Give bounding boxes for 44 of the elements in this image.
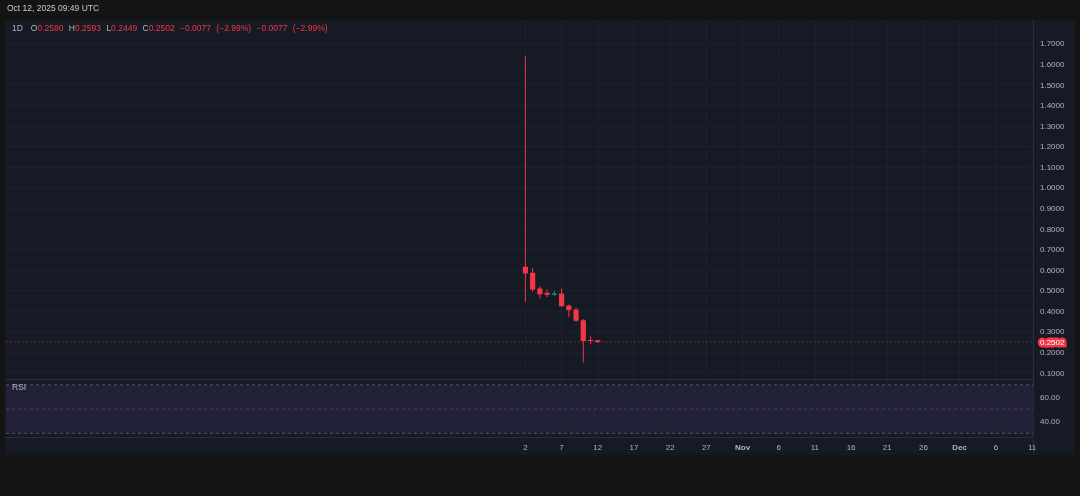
y-tick-label: 1.1000 [1040, 162, 1066, 172]
x-tick-label: 6 [993, 443, 999, 452]
x-tick-label: Nov [734, 443, 751, 452]
chart-title: 1D [12, 23, 23, 33]
y-tick-label: 1.4000 [1040, 101, 1066, 111]
text: O0.2580 H0.2593 L0.2449 C0.2502 −0.0077 (−2.99%) −0.0077 (−2.99%) [30, 23, 328, 33]
y-tick-label: 0.6000 [1040, 265, 1066, 275]
y-tick-label: 1.0000 [1040, 183, 1066, 193]
y-tick-label: 1.2000 [1040, 142, 1066, 152]
y-tick-label: 0.5000 [1040, 286, 1066, 296]
candlestick [587, 336, 594, 345]
y-tick-label: 0.1000 [1040, 368, 1066, 378]
x-tick-label: 11 [1027, 443, 1037, 452]
y-tick-label: 1.7000 [1040, 39, 1066, 49]
y-tick-label: 0.9000 [1040, 204, 1066, 214]
candlestick [544, 289, 550, 297]
x-tick-label: 27 [701, 443, 712, 452]
y-tick-label: 1.6000 [1040, 60, 1066, 70]
x-tick-label: 16 [846, 443, 857, 452]
ref-line-label: 0.2502 [1040, 337, 1066, 347]
x-tick-label: 12 [593, 443, 603, 452]
x-tick-label: 6 [776, 443, 782, 452]
candlestick [551, 290, 557, 297]
y-tick-label: 0.8000 [1040, 224, 1066, 234]
chart-title: RSI [12, 382, 27, 392]
x-tick-label: 7 [559, 443, 565, 452]
y-tick-label: 60.00 [1040, 392, 1061, 402]
y-tick-label: 1.5000 [1040, 80, 1066, 90]
x-tick-label: 17 [629, 443, 639, 452]
y-tick-label: 0.7000 [1040, 245, 1066, 255]
x-tick-label: 21 [882, 443, 893, 452]
x-tick-label: 26 [919, 443, 929, 452]
text: Oct 12, 2025 09:49 UTC [7, 3, 100, 13]
y-tick-label: 0.2000 [1040, 348, 1066, 358]
y-tick-label: 0.4000 [1040, 306, 1066, 316]
y-tick-label: 0.3000 [1040, 327, 1066, 337]
x-tick-label: 22 [665, 443, 676, 452]
candlestick [595, 340, 601, 344]
y-tick-label: 1.3000 [1040, 121, 1066, 131]
x-tick-label: Dec [952, 443, 968, 452]
x-tick-label: 2 [523, 443, 529, 452]
y-tick-label: 40.00 [1040, 417, 1061, 427]
candlestick [573, 307, 579, 322]
x-tick-label: 11 [810, 443, 820, 452]
